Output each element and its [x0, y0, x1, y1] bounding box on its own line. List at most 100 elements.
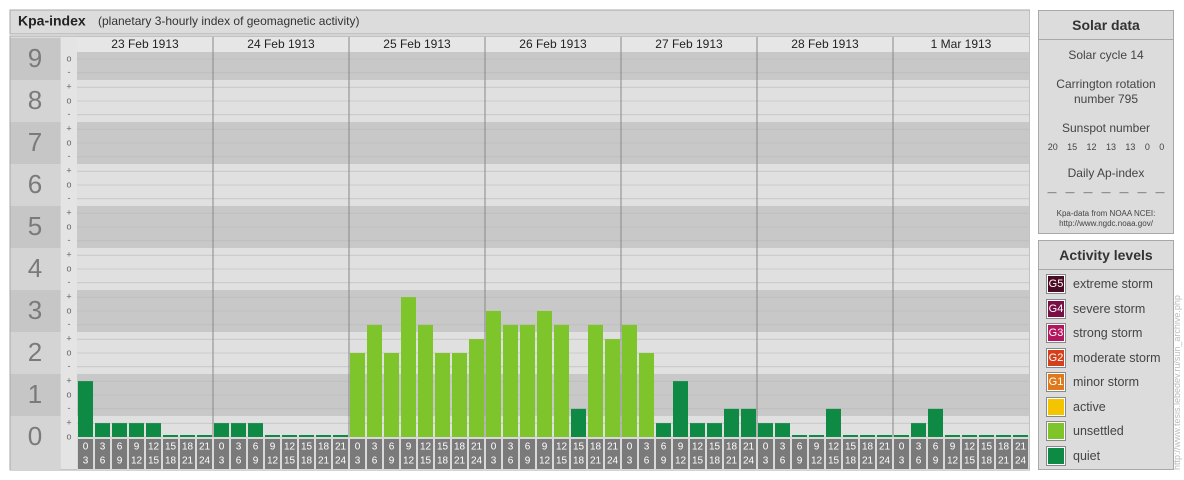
hour-start: 18 [454, 442, 466, 453]
hour-box [588, 439, 603, 469]
hour-box [928, 439, 943, 469]
hour-start: 0 [219, 442, 225, 453]
hour-end: 6 [780, 456, 786, 467]
minor-tick-label: o [66, 53, 71, 63]
panel-title: Activity levels [1039, 241, 1173, 270]
hour-end: 15 [420, 456, 432, 467]
bar [741, 408, 756, 437]
hour-start: 12 [148, 442, 160, 453]
hour-start: 0 [491, 442, 497, 453]
hour-box [452, 439, 467, 469]
hour-start: 3 [372, 442, 378, 453]
y-tick-label: 4 [28, 253, 42, 283]
day-label: 1 Mar 1913 [931, 37, 992, 51]
y-tick-label: 9 [28, 43, 42, 73]
bar [95, 423, 110, 437]
minor-tick-label: - [68, 319, 71, 329]
chart-title: Kpa-index [18, 13, 86, 29]
level-item: G4 severe storm [1039, 297, 1173, 322]
day-label: 28 Feb 1913 [791, 37, 859, 51]
hour-start: 3 [100, 442, 106, 453]
bar [945, 435, 960, 437]
hour-end: 12 [403, 456, 415, 467]
hour-box [707, 439, 722, 469]
hour-box [503, 439, 518, 469]
hour-start: 15 [573, 442, 585, 453]
panel-title: Solar data [1039, 11, 1173, 40]
level-swatch: G2 [1046, 347, 1066, 368]
bar [605, 339, 620, 437]
bar [554, 324, 569, 437]
minor-tick-label: + [66, 82, 71, 92]
level-swatch: G1 [1046, 372, 1066, 393]
hour-end: 3 [219, 456, 225, 467]
title-bar [9, 9, 1030, 35]
hour-start: 9 [950, 442, 956, 453]
level-swatch: G3 [1046, 323, 1066, 344]
hour-box [537, 439, 552, 469]
hour-start: 6 [661, 442, 667, 453]
hour-start: 18 [318, 442, 330, 453]
hour-box [316, 439, 331, 469]
bar [571, 408, 586, 437]
minor-tick-label: + [66, 376, 71, 386]
hour-end: 24 [1015, 456, 1027, 467]
hour-start: 15 [301, 442, 313, 453]
hour-box [894, 439, 909, 469]
subtick-column [61, 36, 77, 470]
minor-tick-label: - [68, 277, 71, 287]
day-header [893, 37, 1029, 52]
level-label-band [10, 122, 61, 164]
hour-start: 6 [525, 442, 531, 453]
hour-start: 3 [916, 442, 922, 453]
bar [214, 423, 229, 437]
bar [520, 324, 535, 437]
hour-box [333, 439, 348, 469]
hour-start: 18 [726, 442, 738, 453]
hour-end: 24 [335, 456, 347, 467]
bar [826, 408, 841, 437]
hour-start: 9 [406, 442, 412, 453]
level-label: active [1073, 399, 1106, 414]
level-item: G5 extreme storm [1039, 272, 1173, 297]
y-tick-label: 6 [28, 169, 42, 199]
hour-end: 15 [828, 456, 840, 467]
bar [724, 408, 739, 437]
y-tick-label: 2 [28, 337, 42, 367]
bar [282, 435, 297, 437]
bar [979, 435, 994, 437]
hour-box [418, 439, 433, 469]
hour-box [129, 439, 144, 469]
hour-end: 18 [437, 456, 449, 467]
bar [129, 423, 144, 437]
level-swatch [1046, 396, 1066, 417]
hour-end: 6 [644, 456, 650, 467]
level-label: strong storm [1073, 326, 1143, 341]
bar [503, 324, 518, 437]
hour-start: 6 [933, 442, 939, 453]
level-item: active [1039, 395, 1173, 420]
minor-tick-label: - [68, 109, 71, 119]
hour-box [724, 439, 739, 469]
hour-start: 9 [134, 442, 140, 453]
hour-end: 24 [743, 456, 755, 467]
hour-box [401, 439, 416, 469]
day-header [757, 37, 893, 52]
bar [707, 423, 722, 437]
hour-end: 18 [573, 456, 585, 467]
minor-tick-label: + [66, 334, 71, 344]
hour-box [180, 439, 195, 469]
sunspot-value: 12 [1086, 142, 1097, 152]
hour-end: 18 [981, 456, 993, 467]
hour-box [690, 439, 705, 469]
bar [146, 423, 161, 437]
hour-start: 0 [83, 442, 89, 453]
minor-tick-label: + [66, 418, 71, 428]
hour-start: 18 [182, 442, 194, 453]
hour-start: 9 [814, 442, 820, 453]
hour-box [214, 439, 229, 469]
day-label: 23 Feb 1913 [111, 37, 179, 51]
hour-box [384, 439, 399, 469]
hour-start: 6 [797, 442, 803, 453]
ap-value: — [1083, 187, 1093, 197]
